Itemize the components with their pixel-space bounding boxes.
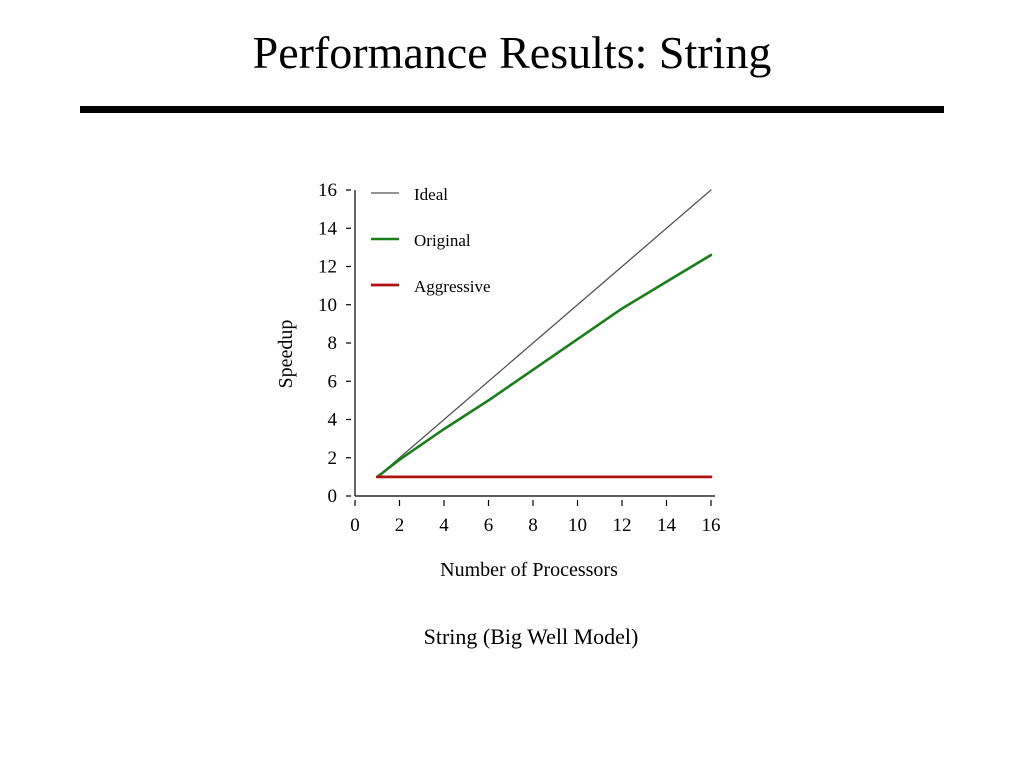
chart-axes: 0 2 4 6 8 10 12 14 16 0 2 4 6 8 10 12 14 16 <box>318 180 721 536</box>
x-tick-label: 14 <box>657 515 677 536</box>
x-tick-label: 8 <box>528 515 538 536</box>
x-tick-label: 6 <box>484 515 494 536</box>
y-tick-label: 4 <box>328 410 338 431</box>
legend-label-original: Original <box>414 231 471 250</box>
legend-label-ideal: Ideal <box>414 185 448 204</box>
y-axis-title: Speedup <box>275 320 297 389</box>
series-line-original <box>375 253 713 479</box>
y-tick-label: 2 <box>328 448 338 469</box>
x-tick-label: 2 <box>395 515 405 536</box>
chart-series <box>375 189 713 479</box>
chart-legend: Ideal Original Aggressive <box>371 185 490 296</box>
x-axis-title: Number of Processors <box>440 559 618 581</box>
y-tick-label: 8 <box>328 333 338 354</box>
x-tick-label: 4 <box>439 515 449 536</box>
series-line-ideal <box>376 189 712 478</box>
y-tick-label: 6 <box>328 371 338 392</box>
legend-label-aggressive: Aggressive <box>414 277 490 296</box>
x-tick-label: 10 <box>568 515 587 536</box>
x-tick-label: 12 <box>613 515 632 536</box>
y-tick-label: 16 <box>318 180 337 201</box>
y-tick-label: 12 <box>318 257 337 278</box>
x-tick-label: 16 <box>702 515 721 536</box>
slide-title: Performance Results: String <box>252 27 772 78</box>
y-tick-label: 10 <box>318 295 337 316</box>
x-tick-label: 0 <box>350 515 360 536</box>
y-tick-label: 14 <box>318 218 338 239</box>
title-divider <box>80 106 944 113</box>
chart-caption: String (Big Well Model) <box>423 624 639 649</box>
y-tick-label: 0 <box>328 486 338 507</box>
